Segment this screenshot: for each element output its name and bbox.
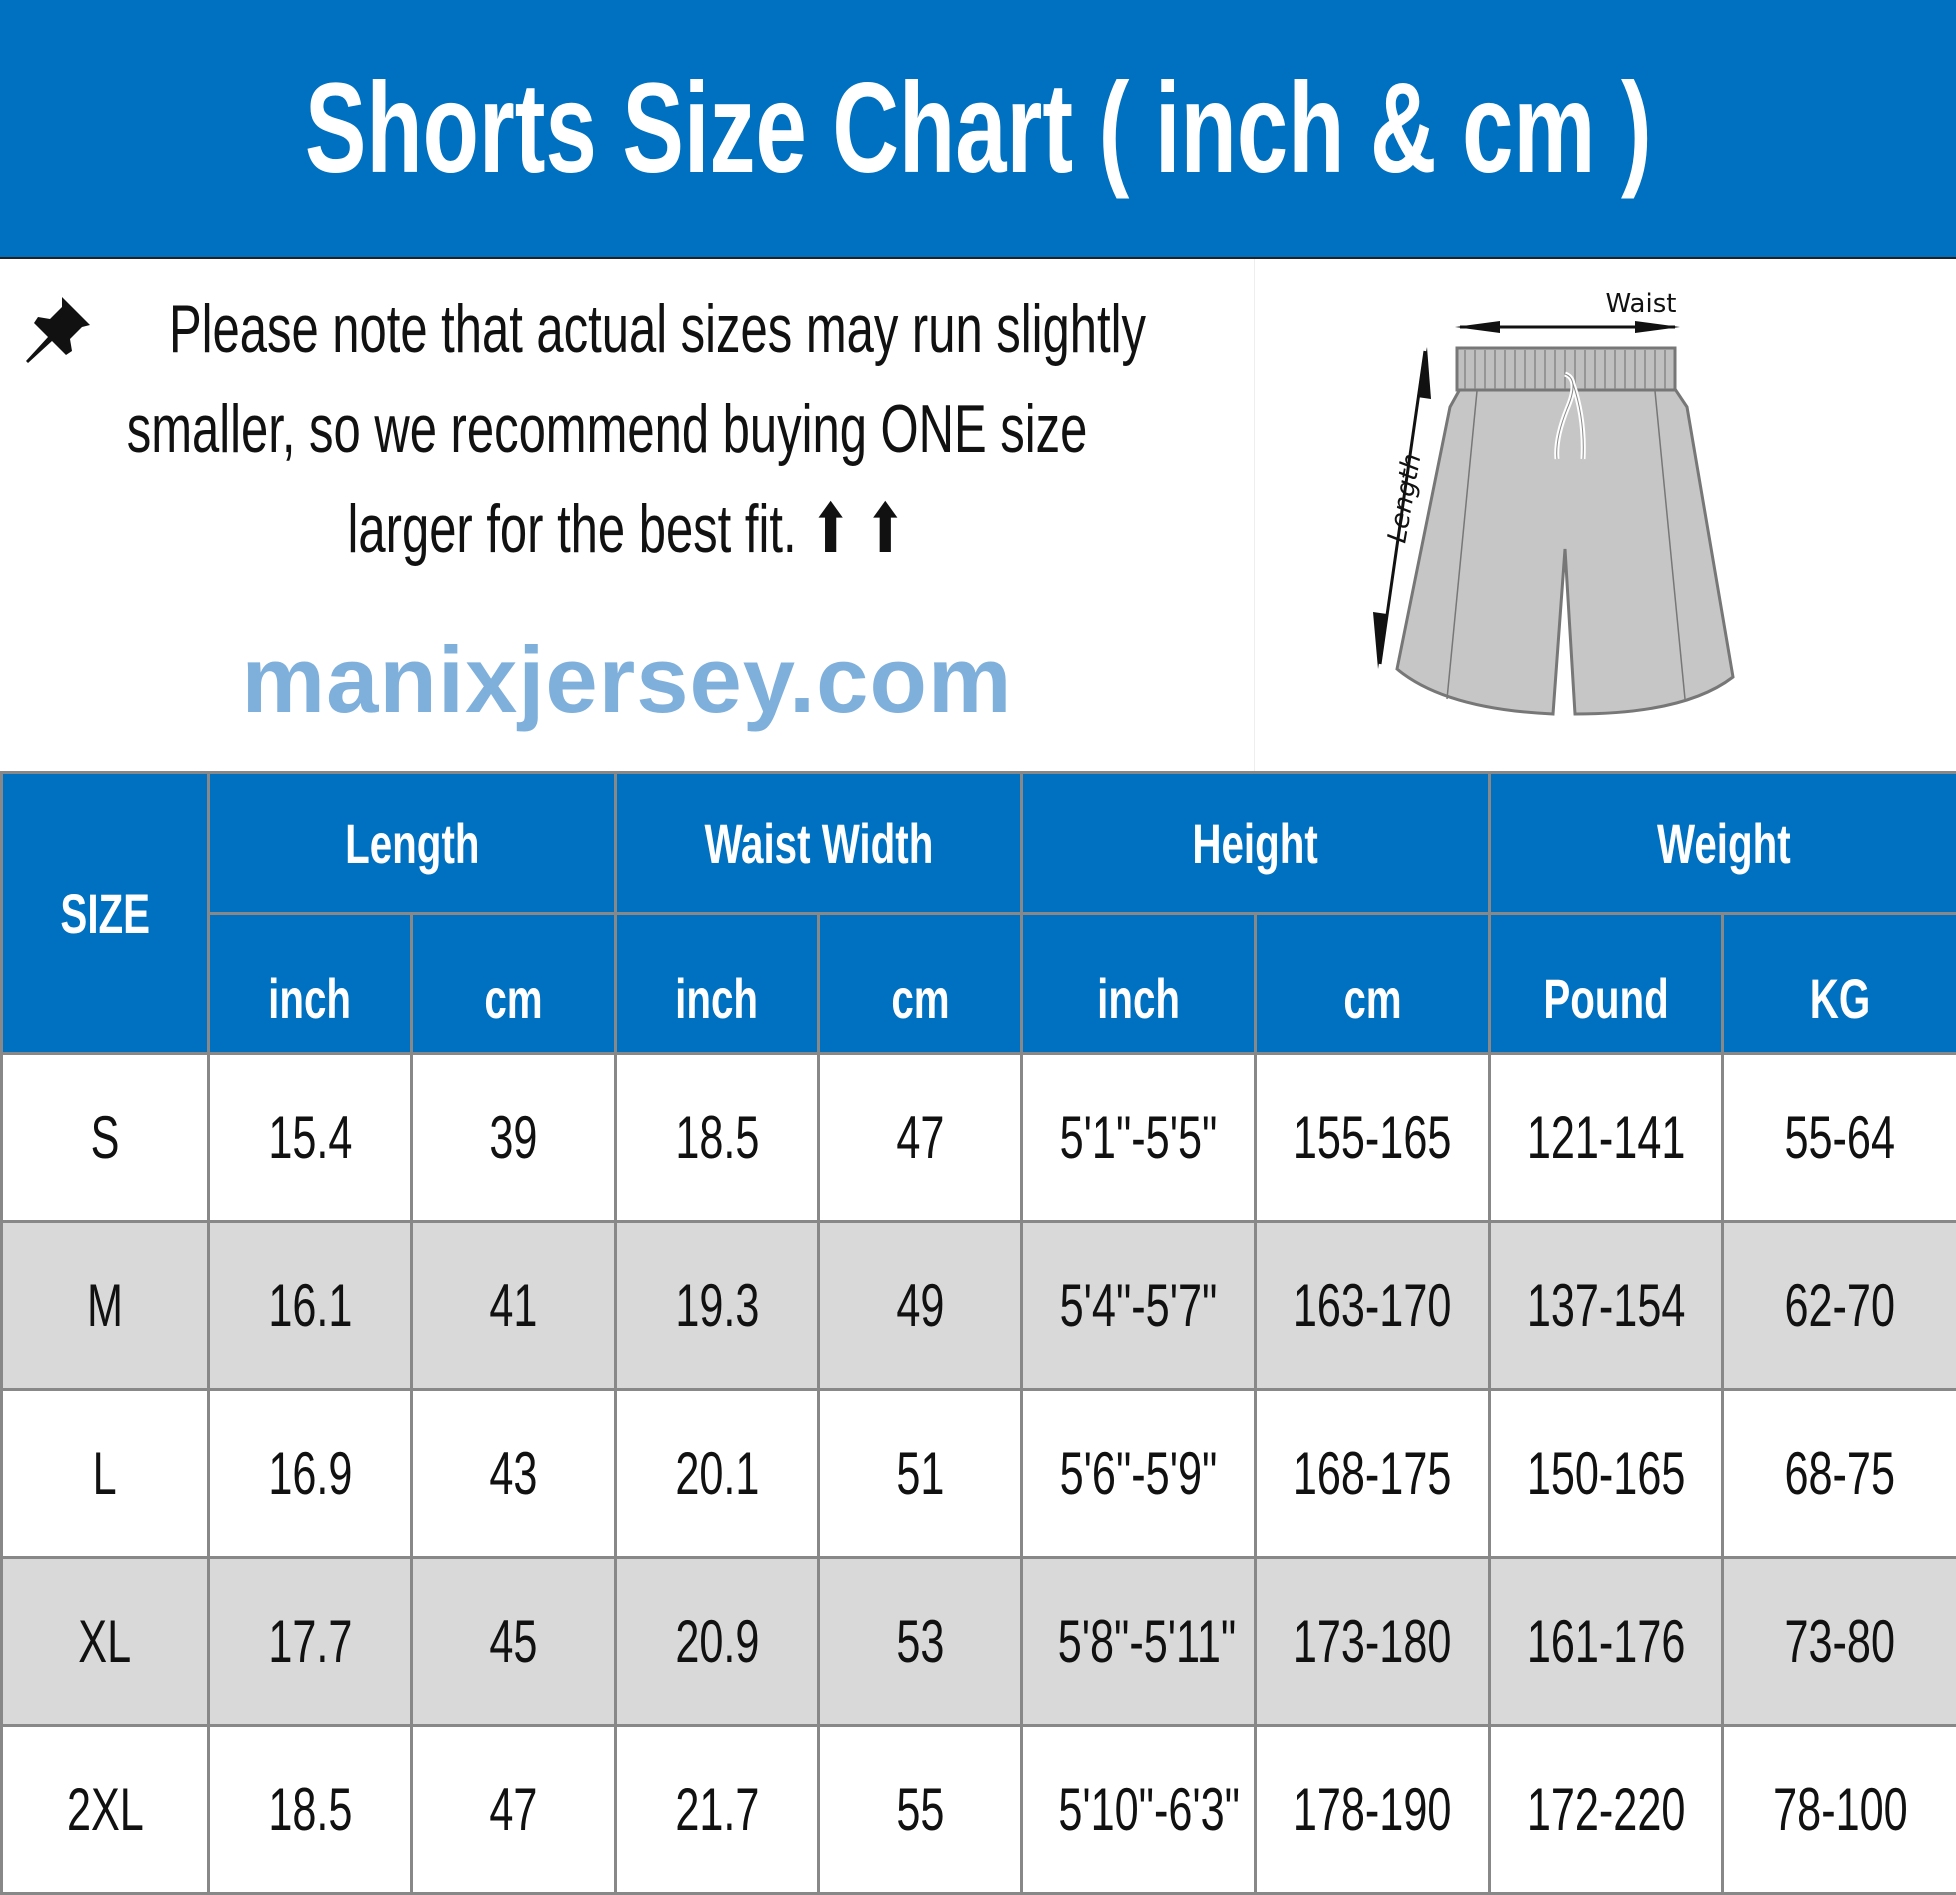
- size-cell: XL: [2, 1558, 209, 1726]
- subheader-inch: inch: [616, 914, 819, 1054]
- length-label: Length: [1382, 451, 1427, 545]
- value-cell: 168-175: [1256, 1390, 1490, 1558]
- subheader-inch: inch: [209, 914, 412, 1054]
- value-cell: 121-141: [1490, 1054, 1723, 1222]
- size-cell: M: [2, 1222, 209, 1390]
- header-length: Length: [209, 773, 616, 914]
- value-cell: 43: [412, 1390, 616, 1558]
- value-cell: 51: [819, 1390, 1022, 1558]
- subheader-pound: Pound: [1490, 914, 1723, 1054]
- value-cell: 5'6"-5'9": [1022, 1390, 1256, 1558]
- value-cell: 53: [819, 1558, 1022, 1726]
- value-cell: 78-100: [1723, 1726, 1956, 1894]
- value-cell: 49: [819, 1222, 1022, 1390]
- note-line-2: smaller, so we recommend buying ONE size: [127, 379, 1088, 479]
- value-cell: 20.9: [616, 1558, 819, 1726]
- size-cell: L: [2, 1390, 209, 1558]
- waist-label: Waist: [1606, 289, 1677, 319]
- value-cell: 21.7: [616, 1726, 819, 1894]
- pushpin-icon: [22, 293, 94, 365]
- value-cell: 45: [412, 1558, 616, 1726]
- value-cell: 47: [819, 1054, 1022, 1222]
- note-line-3: larger for the best fit. ⬆ ⬆: [348, 479, 906, 579]
- value-cell: 18.5: [616, 1054, 819, 1222]
- value-cell: 5'4"-5'7": [1022, 1222, 1256, 1390]
- subheader-inch: inch: [1022, 914, 1256, 1054]
- size-cell: S: [2, 1054, 209, 1222]
- subheader-cm: cm: [412, 914, 616, 1054]
- value-cell: 41: [412, 1222, 616, 1390]
- value-cell: 150-165: [1490, 1390, 1723, 1558]
- value-cell: 16.1: [209, 1222, 412, 1390]
- value-cell: 16.9: [209, 1390, 412, 1558]
- size-note: Please note that actual sizes may run sl…: [0, 259, 1254, 589]
- value-cell: 178-190: [1256, 1726, 1490, 1894]
- size-cell: 2XL: [2, 1726, 209, 1894]
- value-cell: 5'1"-5'5": [1022, 1054, 1256, 1222]
- shorts-diagram: Waist Length: [1254, 259, 1956, 771]
- value-cell: 55: [819, 1726, 1022, 1894]
- value-cell: 163-170: [1256, 1222, 1490, 1390]
- size-table: SIZE Length Waist Width Height Weight in…: [0, 771, 1956, 1895]
- value-cell: 62-70: [1723, 1222, 1956, 1390]
- value-cell: 17.7: [209, 1558, 412, 1726]
- value-cell: 55-64: [1723, 1054, 1956, 1222]
- value-cell: 18.5: [209, 1726, 412, 1894]
- value-cell: 15.4: [209, 1054, 412, 1222]
- value-cell: 155-165: [1256, 1054, 1490, 1222]
- value-cell: 172-220: [1490, 1726, 1723, 1894]
- value-cell: 68-75: [1723, 1390, 1956, 1558]
- value-cell: 47: [412, 1726, 616, 1894]
- value-cell: 173-180: [1256, 1558, 1490, 1726]
- waist-arrow: [1455, 321, 1680, 333]
- shorts-illustration: [1397, 348, 1733, 714]
- subheader-cm: cm: [819, 914, 1022, 1054]
- header-size: SIZE: [2, 773, 209, 1054]
- header-weight: Weight: [1490, 773, 1956, 914]
- value-cell: 39: [412, 1054, 616, 1222]
- value-cell: 161-176: [1490, 1558, 1723, 1726]
- value-cell: 5'10"-6'3": [1022, 1726, 1256, 1894]
- watermark: manixjersey.com: [0, 625, 1254, 735]
- subheader-cm: cm: [1256, 914, 1490, 1054]
- header-waist-width: Waist Width: [616, 773, 1022, 914]
- note-line-1: Please note that actual sizes may run sl…: [169, 279, 1146, 379]
- value-cell: 137-154: [1490, 1222, 1723, 1390]
- header-height: Height: [1022, 773, 1490, 914]
- value-cell: 20.1: [616, 1390, 819, 1558]
- value-cell: 19.3: [616, 1222, 819, 1390]
- value-cell: 73-80: [1723, 1558, 1956, 1726]
- page-title: Shorts Size Chart ( inch & cm ): [0, 0, 1956, 259]
- value-cell: 5'8"-5'11": [1022, 1558, 1256, 1726]
- subheader-kg: KG: [1723, 914, 1956, 1054]
